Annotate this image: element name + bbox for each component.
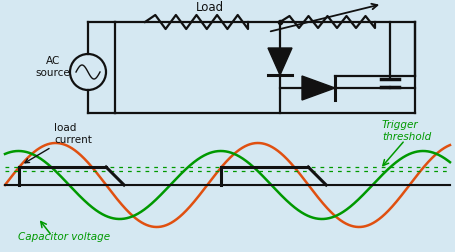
Text: Trigger
threshold: Trigger threshold bbox=[382, 120, 431, 142]
Polygon shape bbox=[302, 76, 335, 100]
Text: Capacitor voltage: Capacitor voltage bbox=[18, 232, 110, 242]
Text: Load: Load bbox=[196, 1, 224, 14]
Text: load
current: load current bbox=[25, 123, 92, 163]
Text: AC
source: AC source bbox=[35, 56, 71, 78]
Polygon shape bbox=[268, 48, 292, 75]
